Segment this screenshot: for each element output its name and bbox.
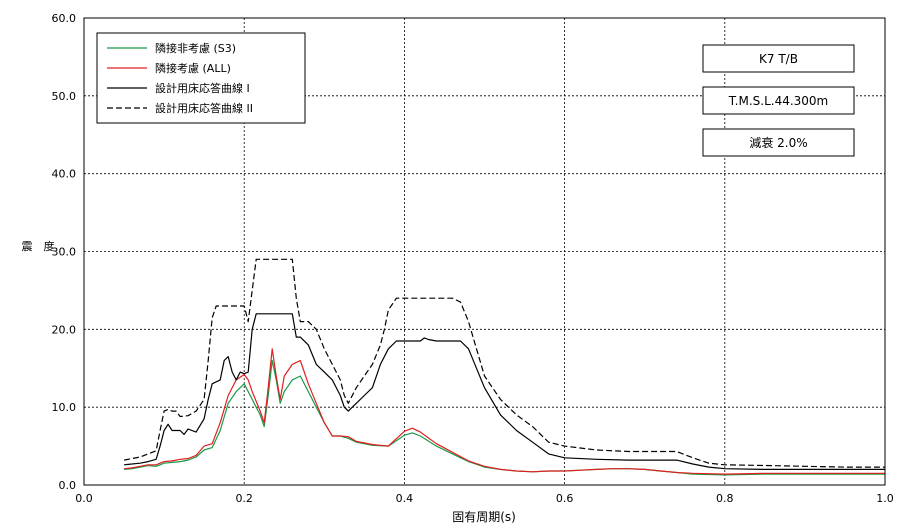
x-tick-label: 0.8 xyxy=(716,492,734,505)
info-box-text: 減衰 2.0% xyxy=(749,135,807,150)
y-tick-label: 60.0 xyxy=(52,12,77,25)
legend-label: 隣接非考慮 (S3) xyxy=(155,41,236,55)
y-axis-label: 震 度 xyxy=(22,239,55,253)
legend-label: 隣接考慮 (ALL) xyxy=(155,61,231,75)
series-lines xyxy=(123,258,885,476)
x-axis-label: 固有周期(s) xyxy=(452,510,516,524)
y-tick-label: 10.0 xyxy=(52,401,77,414)
x-tick-label: 0.2 xyxy=(235,492,253,505)
info-box-text: T.M.S.L.44.300m xyxy=(728,94,829,108)
series-line-3 xyxy=(124,313,885,470)
series-line-2 xyxy=(124,348,885,475)
y-tick-label: 30.0 xyxy=(52,246,77,259)
legend-label: 設計用床応答曲線 I xyxy=(155,81,250,95)
info-box xyxy=(702,128,855,157)
x-tick-label: 0.6 xyxy=(556,492,574,505)
info-box xyxy=(702,86,855,115)
series-line-4 xyxy=(123,258,885,468)
tick-labels: 0.0 0.2 0.4 0.6 0.8 1.0 0.0 10.0 20.0 30.0 40.0 50.… xyxy=(52,12,894,505)
x-tick-label: 0.0 xyxy=(75,492,93,505)
info-box-text: K7 T/B xyxy=(759,52,798,66)
plot-frame xyxy=(83,17,886,486)
y-tick-label: 0.0 xyxy=(59,479,77,492)
y-tick-label: 40.0 xyxy=(52,168,77,181)
info-box xyxy=(702,44,855,73)
y-tick-label: 20.0 xyxy=(52,323,77,336)
legend: 隣接非考慮 (S3) 隣接考慮 (ALL) 設計用床応答曲線 I 設計用床応答曲線 I… xyxy=(96,32,306,124)
y-tick-label: 50.0 xyxy=(52,90,77,103)
x-tick-label: 0.4 xyxy=(396,492,414,505)
info-boxes: K7 T/B T.M.S.L.44.300m 減衰 2.0% xyxy=(702,44,855,157)
legend-label: 設計用床応答曲線 II xyxy=(155,101,253,115)
x-tick-label: 1.0 xyxy=(876,492,894,505)
